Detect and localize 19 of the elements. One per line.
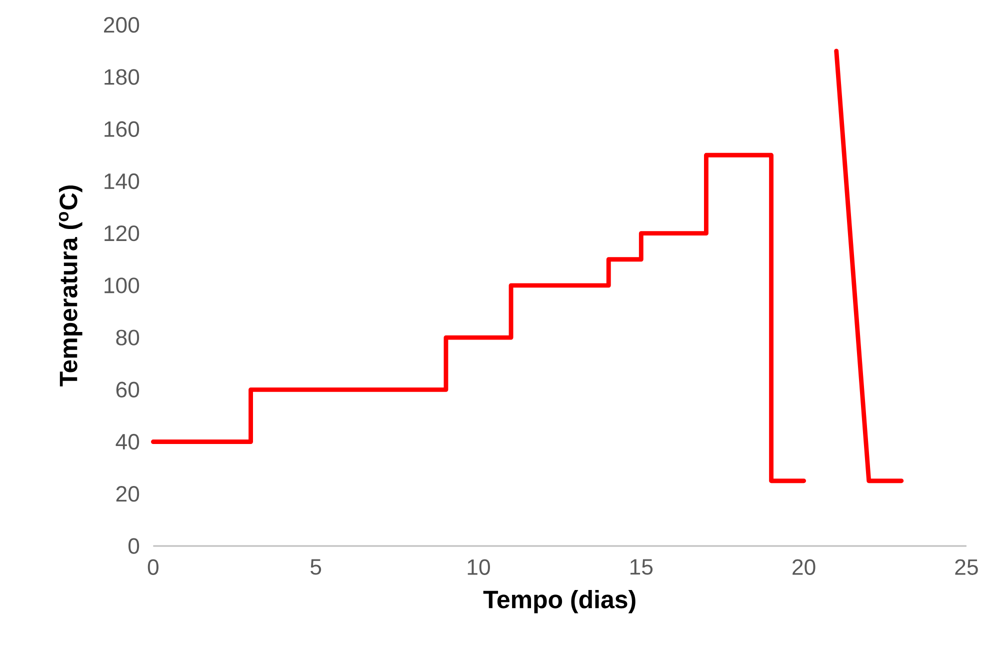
x-tick-label: 20	[792, 559, 816, 575]
y-tick-label: 100	[104, 278, 140, 294]
y-tick-label: 200	[104, 16, 140, 33]
x-tick-label: 0	[148, 559, 158, 575]
x-axis-title: Tempo (dias)	[483, 590, 636, 614]
y-tick-label: 120	[104, 225, 140, 242]
y-tick-label: 180	[104, 69, 140, 85]
y-tick-label: 0	[128, 538, 140, 554]
y-tick-label: 20	[116, 486, 140, 502]
y-tick-label: 60	[116, 382, 140, 398]
y-tick-label: 160	[104, 121, 140, 137]
y-tick-label: 40	[116, 434, 140, 450]
x-tick-label: 5	[310, 559, 322, 575]
x-tick-label: 10	[468, 559, 490, 575]
y-axis-title: Temperatura ($^{o}$C)	[59, 185, 82, 386]
x-tick-label: 25	[955, 559, 978, 575]
y-tick-label: 80	[116, 330, 140, 346]
x-tick-label: 15	[630, 559, 653, 575]
y-tick-label: 140	[104, 173, 140, 190]
